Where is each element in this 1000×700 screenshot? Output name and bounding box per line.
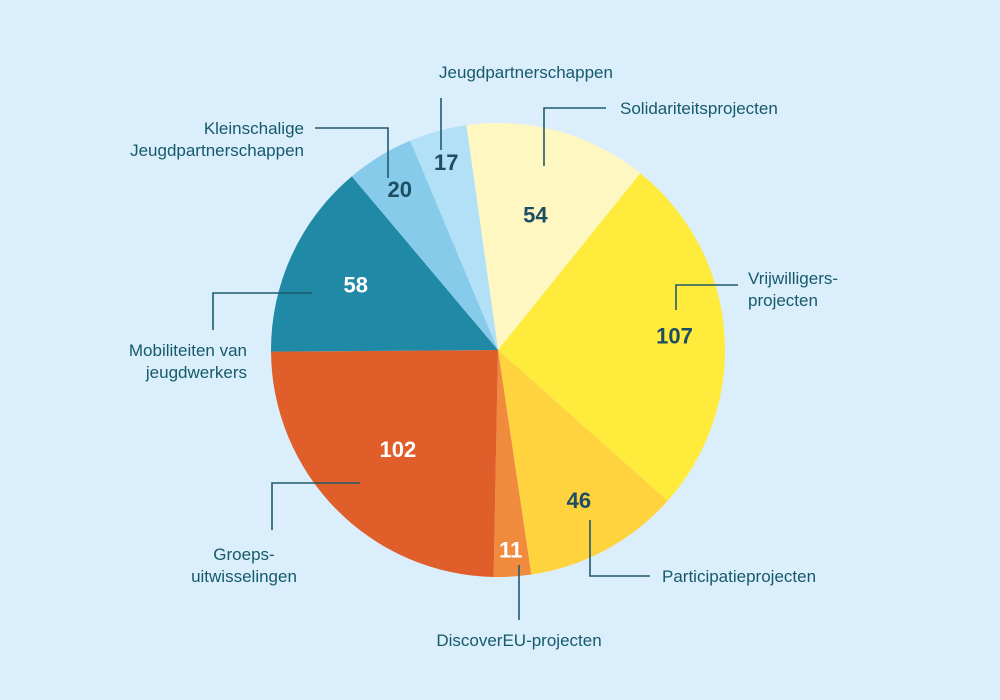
slice-category-label: Kleinschalige Jeugdpartnerschappen (130, 119, 304, 160)
slice-value-label: 107 (656, 323, 693, 348)
slice-value-label: 20 (388, 177, 412, 202)
slice-category-label: Jeugdpartnerschappen (439, 63, 613, 82)
slice-value-label: 11 (499, 537, 522, 562)
pie-slice (498, 350, 668, 575)
slice-category-label: Groeps-uitwisselingen (191, 545, 297, 586)
slice-value-label: 54 (523, 202, 548, 227)
slice-value-label: 17 (434, 150, 458, 175)
pie-slice (466, 123, 641, 351)
pie-slice (410, 125, 498, 351)
pie-slice (498, 173, 726, 501)
leader-line (212, 292, 312, 330)
pie-slice (493, 350, 532, 578)
leader-line (315, 127, 389, 178)
slice-category-label: Mobiliteiten van jeugdwerkers (129, 341, 247, 382)
slice-value-label: 58 (344, 272, 368, 297)
pie-slice (271, 350, 498, 577)
leader-line (271, 482, 360, 530)
leader-line (675, 284, 738, 310)
leader-line (543, 107, 606, 166)
slice-category-label: Vrijwilligers-projecten (748, 269, 838, 310)
pie-slice (351, 140, 498, 350)
slice-value-label: 46 (567, 488, 591, 513)
slice-category-label: Participatieprojecten (662, 567, 816, 586)
leader-line (589, 520, 650, 577)
slice-category-label: Solidariteitsprojecten (620, 99, 778, 118)
slice-value-label: 102 (380, 437, 417, 462)
slice-category-label: DiscoverEU-projecten (436, 631, 601, 650)
pie-slice (271, 176, 498, 352)
